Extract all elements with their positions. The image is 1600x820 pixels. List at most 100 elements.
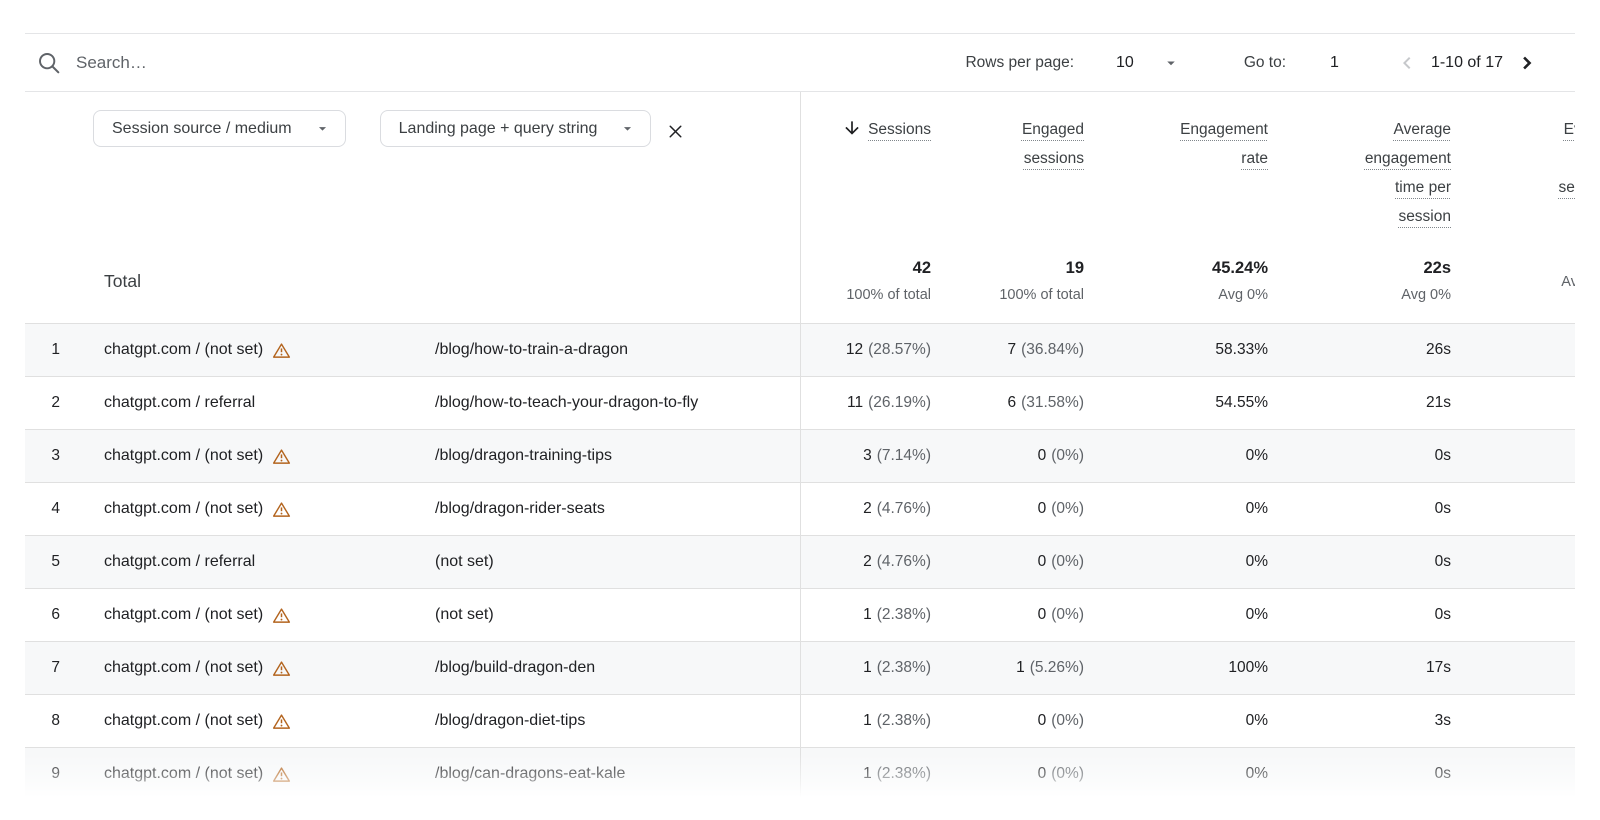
warning-icon[interactable] <box>272 448 291 465</box>
rows-per-page-dropdown-icon[interactable] <box>1162 54 1180 72</box>
column-header-sessions[interactable]: Sessions <box>800 92 931 240</box>
warning-icon[interactable] <box>272 501 291 518</box>
table-row[interactable]: 6 chatgpt.com / (not set) (not set) 1 (2.… <box>25 589 1575 642</box>
landing-page-cell: /blog/can-dragons-eat-kale <box>435 760 800 788</box>
source-medium-value: chatgpt.com / (not set) <box>104 765 264 782</box>
column-header-events-per-session[interactable]: Events per session <box>1558 121 1575 196</box>
engaged-sessions-cell: 7 (36.84%) <box>931 324 1084 376</box>
events-per-session-cell <box>1451 748 1575 800</box>
sessions-cell: 2 (4.76%) <box>800 536 931 588</box>
avg-engagement-time-cell: 21s <box>1268 377 1451 429</box>
avg-engagement-time-cell: 0s <box>1268 589 1451 641</box>
rows-per-page-value[interactable]: 10 <box>1116 53 1134 71</box>
rate-value: 0% <box>1245 606 1268 623</box>
engagement-rate-cell: 0% <box>1084 430 1268 482</box>
session-source-medium-cell: chatgpt.com / (not set) <box>60 341 435 359</box>
table-row[interactable]: 5 chatgpt.com / referral (not set) 2 (4.7… <box>25 536 1575 589</box>
source-medium-value: chatgpt.com / (not set) <box>104 712 264 729</box>
landing-page-value: (not set) <box>435 606 494 623</box>
warning-icon[interactable] <box>272 660 291 677</box>
landing-page-cell: /blog/how-to-train-a-dragon <box>435 336 800 364</box>
report-table-panel: Rows per page: 10 Go to: 1 1-10 of 17 Se… <box>25 33 1575 801</box>
landing-page-value: (not set) <box>435 553 494 570</box>
table-row[interactable]: 2 chatgpt.com / referral /blog/how-to-te… <box>25 377 1575 430</box>
landing-page-value: /blog/how-to-train-a-dragon <box>435 341 628 358</box>
engaged-pct: (0%) <box>1051 447 1084 464</box>
goto-page-input[interactable]: 1 <box>1330 53 1339 71</box>
search-input[interactable] <box>76 52 496 73</box>
sort-descending-icon <box>842 118 862 138</box>
next-page-icon[interactable] <box>1515 51 1539 75</box>
engaged-sessions-cell: 6 (31.58%) <box>931 377 1084 429</box>
avg-time-value: 0s <box>1434 765 1451 782</box>
engaged-value: 6 <box>1007 394 1017 411</box>
landing-page-cell: /blog/build-dragon-den <box>435 654 800 682</box>
engaged-value: 0 <box>1037 447 1047 464</box>
engagement-rate-cell: 54.55% <box>1084 377 1268 429</box>
warning-icon[interactable] <box>272 713 291 730</box>
session-source-medium-cell: chatgpt.com / (not set) <box>60 500 435 518</box>
warning-icon[interactable] <box>272 607 291 624</box>
table-row[interactable]: 1 chatgpt.com / (not set) /blog/how-to-t… <box>25 324 1575 377</box>
column-header-avg-engagement-time[interactable]: Average engagement time per session <box>1364 121 1451 225</box>
avg-engagement-time-cell: 17s <box>1268 642 1451 694</box>
landing-page-cell: (not set) <box>435 548 800 576</box>
row-number: 3 <box>51 447 60 464</box>
row-number: 4 <box>51 500 60 517</box>
sessions-pct: (28.57%) <box>868 341 931 358</box>
column-header-engagement-rate[interactable]: Engagement rate <box>1180 121 1268 167</box>
engaged-value: 0 <box>1037 500 1047 517</box>
pagination-range: 1-10 of 17 <box>1430 53 1503 71</box>
row-number: 6 <box>51 606 60 623</box>
engaged-sessions-cell: 0 (0%) <box>931 589 1084 641</box>
avg-time-value: 0s <box>1434 447 1451 464</box>
sessions-cell: 1 (2.38%) <box>800 642 931 694</box>
events-per-session-cell <box>1451 642 1575 694</box>
sessions-cell: 1 (2.38%) <box>800 589 931 641</box>
avg-time-value: 21s <box>1426 394 1451 411</box>
engaged-sessions-cell: 1 (5.26%) <box>931 642 1084 694</box>
search-box[interactable] <box>25 50 496 76</box>
totals-avg-engagement-time: 22s Avg 0% <box>1401 259 1451 303</box>
engaged-sessions-cell: 0 (0%) <box>931 695 1084 747</box>
remove-secondary-dimension-button[interactable] <box>663 119 688 144</box>
engaged-value: 0 <box>1037 765 1047 782</box>
rows-per-page-label: Rows per page: <box>965 53 1075 71</box>
avg-engagement-time-cell: 0s <box>1268 430 1451 482</box>
row-number: 7 <box>51 659 60 676</box>
primary-dimension-chip[interactable]: Session source / medium <box>93 110 346 147</box>
events-per-session-cell <box>1451 536 1575 588</box>
prev-page-icon[interactable] <box>1395 51 1419 75</box>
rate-value: 0% <box>1245 447 1268 464</box>
table-row[interactable]: 7 chatgpt.com / (not set) /blog/build-dr… <box>25 642 1575 695</box>
events-per-session-cell <box>1451 377 1575 429</box>
sessions-cell: 3 (7.14%) <box>800 430 931 482</box>
avg-engagement-time-cell: 26s <box>1268 324 1451 376</box>
landing-page-cell: /blog/dragon-diet-tips <box>435 707 800 735</box>
table-row[interactable]: 8 chatgpt.com / (not set) /blog/dragon-d… <box>25 695 1575 748</box>
engaged-value: 7 <box>1007 341 1017 358</box>
avg-time-value: 0s <box>1434 606 1451 623</box>
rate-value: 100% <box>1228 659 1268 676</box>
sessions-pct: (2.38%) <box>876 606 931 623</box>
chevron-down-icon <box>314 120 331 137</box>
search-icon <box>36 50 62 76</box>
table-row[interactable]: 3 chatgpt.com / (not set) /blog/dragon-t… <box>25 430 1575 483</box>
sessions-cell: 11 (26.19%) <box>800 377 931 429</box>
landing-page-value: /blog/dragon-diet-tips <box>435 712 586 729</box>
table-row[interactable]: 4 chatgpt.com / (not set) /blog/dragon-r… <box>25 483 1575 536</box>
secondary-dimension-chip[interactable]: Landing page + query string <box>379 110 652 147</box>
column-header-engaged-sessions[interactable]: Engaged sessions <box>1021 121 1084 167</box>
warning-icon[interactable] <box>272 766 291 783</box>
landing-page-value: /blog/dragon-training-tips <box>435 447 612 464</box>
landing-page-cell: /blog/dragon-training-tips <box>435 442 800 470</box>
events-per-session-cell <box>1451 589 1575 641</box>
sessions-value: 3 <box>863 447 872 464</box>
table-row[interactable]: 9 chatgpt.com / (not set) /blog/can-drag… <box>25 748 1575 801</box>
table-header: Session source / medium Landing page + q… <box>25 92 1575 240</box>
source-medium-value: chatgpt.com / (not set) <box>104 447 264 464</box>
primary-dimension-label: Session source / medium <box>112 119 292 137</box>
row-number: 5 <box>51 553 60 570</box>
avg-time-value: 17s <box>1426 659 1451 676</box>
warning-icon[interactable] <box>272 342 291 359</box>
